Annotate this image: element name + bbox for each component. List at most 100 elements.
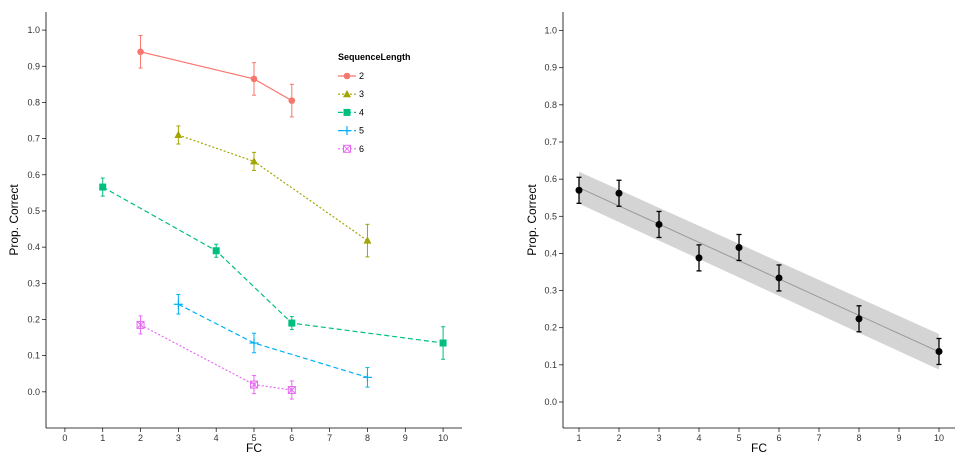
marker-triangle bbox=[363, 236, 372, 244]
marker-box bbox=[287, 386, 296, 395]
x-tick-label: 6 bbox=[289, 433, 294, 443]
data-point bbox=[99, 183, 107, 191]
legend-label: 5 bbox=[359, 126, 364, 136]
data-point bbox=[362, 372, 372, 382]
marker-square bbox=[288, 319, 296, 327]
marker-box-x2 bbox=[343, 144, 351, 153]
data-point bbox=[136, 320, 145, 329]
marker-circle bbox=[343, 72, 351, 80]
fit-line bbox=[578, 187, 940, 353]
x-tick-label: 2 bbox=[616, 433, 621, 443]
y-tick-label: 0.5 bbox=[544, 211, 557, 221]
legend-item: 3 bbox=[338, 89, 364, 99]
x-tick-label: 3 bbox=[176, 433, 181, 443]
series-line bbox=[102, 186, 444, 344]
data-point bbox=[775, 274, 783, 282]
y-axis-title: Prop. Correct bbox=[7, 184, 21, 256]
data-point bbox=[575, 186, 583, 194]
legend-label: 4 bbox=[359, 107, 364, 117]
series-5 bbox=[173, 294, 372, 388]
marker-box-x2 bbox=[287, 386, 296, 394]
x-axis-title: FC bbox=[751, 441, 767, 455]
legend-swatch-marker bbox=[343, 72, 351, 80]
legend: SequenceLength 2 3 4 5 6 bbox=[338, 52, 411, 154]
x-tick-label: 10 bbox=[934, 433, 944, 443]
y-tick-label: 0.5 bbox=[27, 206, 40, 216]
marker-box bbox=[136, 320, 145, 329]
data-point bbox=[363, 236, 372, 244]
data-point bbox=[250, 380, 258, 389]
data-point bbox=[855, 315, 863, 323]
marker-square bbox=[99, 183, 107, 191]
marker-circle bbox=[137, 48, 144, 56]
legend-title: SequenceLength bbox=[338, 52, 411, 62]
legend-label: 2 bbox=[359, 71, 364, 81]
data-point bbox=[615, 189, 623, 197]
legend-label: 6 bbox=[359, 144, 364, 154]
y-tick-label: 0.7 bbox=[27, 134, 40, 144]
data-point bbox=[174, 130, 183, 138]
y-tick-label: 0.8 bbox=[27, 97, 40, 107]
data-point bbox=[287, 386, 296, 395]
points-series bbox=[575, 176, 943, 366]
y-tick-label: 0.1 bbox=[544, 360, 557, 370]
series-6 bbox=[136, 315, 296, 400]
legend-label: 3 bbox=[359, 89, 364, 99]
marker-box-x2 bbox=[136, 321, 145, 329]
y-tick-label: 1.0 bbox=[544, 26, 557, 36]
legend-swatch-marker bbox=[342, 126, 352, 136]
x-tick-label: 7 bbox=[816, 433, 821, 443]
y-tick-label: 0.6 bbox=[27, 170, 40, 180]
data-point bbox=[212, 247, 220, 255]
x-tick-label: 3 bbox=[656, 433, 661, 443]
y-tick-label: 1.0 bbox=[27, 25, 40, 35]
data-point bbox=[695, 254, 703, 262]
x-tick-label: 7 bbox=[327, 433, 332, 443]
data-point bbox=[250, 75, 258, 83]
x-tick-label: 2 bbox=[138, 433, 143, 443]
x-tick-label: 1 bbox=[100, 433, 105, 443]
data-point bbox=[137, 48, 144, 56]
x-tick-label: 4 bbox=[214, 433, 219, 443]
y-tick-label: 0.9 bbox=[544, 63, 557, 73]
confidence-band bbox=[579, 171, 939, 370]
y-tick-label: 0.2 bbox=[27, 314, 40, 324]
legend-item: 2 bbox=[338, 71, 364, 81]
legend-item: 4 bbox=[338, 107, 364, 117]
legend-item: 6 bbox=[338, 144, 364, 154]
x-tick-label: 8 bbox=[856, 433, 861, 443]
y-tick-label: 0.4 bbox=[544, 248, 557, 258]
data-point bbox=[249, 338, 259, 348]
marker-square bbox=[439, 339, 447, 347]
marker-triangle bbox=[250, 157, 258, 165]
data-point bbox=[288, 97, 296, 104]
x-tick-label: 10 bbox=[438, 433, 448, 443]
marker-square bbox=[212, 247, 220, 255]
x-tick-label: 9 bbox=[403, 433, 408, 443]
marker-circle bbox=[288, 97, 296, 104]
legend-item: 5 bbox=[338, 126, 364, 136]
y-tick-label: 0.1 bbox=[27, 351, 40, 361]
x-tick-label: 4 bbox=[696, 433, 701, 443]
legend-swatch-marker bbox=[343, 144, 351, 153]
marker-box bbox=[250, 380, 258, 389]
x-tick-label: 5 bbox=[251, 433, 256, 443]
marker-box-x2 bbox=[250, 380, 258, 389]
marker-box bbox=[343, 144, 351, 153]
y-axis-title: Prop. Correct bbox=[525, 184, 539, 256]
data-point bbox=[439, 339, 447, 347]
data-point bbox=[250, 157, 258, 165]
y-tick-label: 0.0 bbox=[544, 397, 557, 407]
marker-triangle bbox=[174, 130, 183, 138]
data-point bbox=[173, 299, 183, 309]
marker-triangle bbox=[343, 90, 351, 98]
x-tick-label: 0 bbox=[62, 433, 67, 443]
legend-swatch-marker bbox=[343, 90, 351, 98]
y-tick-label: 0.8 bbox=[544, 100, 557, 110]
x-tick-label: 6 bbox=[776, 433, 781, 443]
y-tick-label: 0.2 bbox=[544, 323, 557, 333]
y-tick-label: 0.9 bbox=[27, 61, 40, 71]
